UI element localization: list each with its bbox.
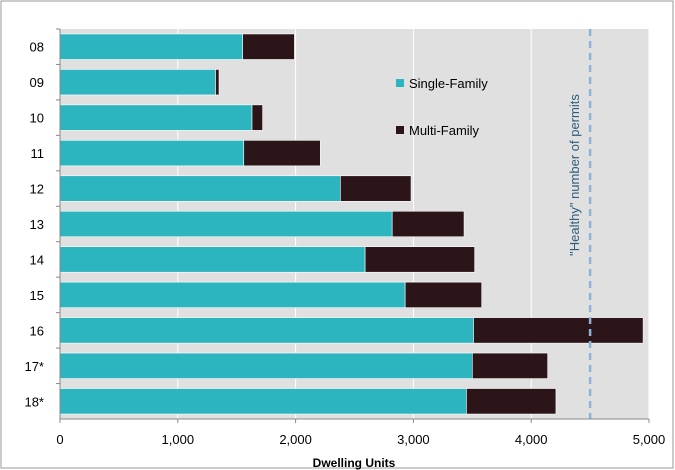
legend: Single-Family Multi-Family xyxy=(396,76,488,138)
bar-multi-family-14 xyxy=(364,246,475,273)
reference-line-group: "Healthy" number of permits xyxy=(567,29,592,419)
y-tick-label: 16 xyxy=(30,323,44,338)
bars xyxy=(59,33,644,415)
bar-multi-family-12 xyxy=(340,175,412,202)
bar-multi-family-16 xyxy=(473,317,644,344)
reference-line-label: "Healthy" number of permits xyxy=(567,94,582,256)
legend-swatch-single-family xyxy=(396,79,404,87)
legend-swatch-multi-family xyxy=(396,126,404,134)
bar-single-family-13 xyxy=(59,210,393,238)
y-tick-label: 08 xyxy=(30,40,44,55)
y-tick-label: 13 xyxy=(30,217,44,232)
bar-multi-family-15 xyxy=(404,281,483,308)
bar-single-family-08 xyxy=(59,33,243,60)
y-tick-label: 12 xyxy=(30,182,44,197)
bar-single-family-16 xyxy=(59,317,474,344)
y-tick-label: 17* xyxy=(24,359,44,374)
bar-multi-family-09 xyxy=(215,69,220,96)
legend-label-single-family: Single-Family xyxy=(409,76,488,91)
y-tick-label: 14 xyxy=(30,252,44,267)
bar-multi-family-17star xyxy=(471,352,548,379)
y-tick-label: 11 xyxy=(31,146,45,161)
bar-single-family-09 xyxy=(59,69,216,96)
bar-single-family-15 xyxy=(59,281,406,308)
bar-multi-family-13 xyxy=(391,210,465,238)
x-tick-label: 3,000 xyxy=(397,432,430,447)
bar-single-family-17star xyxy=(59,352,473,379)
bar-single-family-14 xyxy=(59,246,366,273)
y-tick-label: 18* xyxy=(24,394,44,409)
bar-multi-family-11 xyxy=(243,140,321,167)
bar-single-family-11 xyxy=(59,140,245,167)
x-tick-label: 0 xyxy=(56,432,63,447)
y-tick-label: 10 xyxy=(30,111,44,126)
y-tick-label: 15 xyxy=(30,288,44,303)
bar-multi-family-18star xyxy=(466,388,557,415)
x-tick-label: 2,000 xyxy=(279,432,312,447)
x-axis-title: Dwelling Units xyxy=(313,456,396,470)
bar-single-family-12 xyxy=(59,175,341,202)
bar-single-family-18star xyxy=(59,388,467,415)
x-axis-tick-labels: 0 1,000 2,000 3,000 4,000 5,000 xyxy=(56,29,665,447)
bar-single-family-10 xyxy=(59,104,253,131)
x-tick-label: 1,000 xyxy=(162,432,195,447)
bar-multi-family-08 xyxy=(242,33,295,60)
y-tick-label: 09 xyxy=(30,75,44,90)
legend-label-multi-family: Multi-Family xyxy=(409,123,480,138)
bar-multi-family-10 xyxy=(251,104,263,131)
x-tick-label: 5,000 xyxy=(633,432,666,447)
y-axis-tick-labels: 08 09 10 11 12 13 14 15 16 17* 18* xyxy=(24,28,60,409)
x-tick-label: 4,000 xyxy=(515,432,548,447)
